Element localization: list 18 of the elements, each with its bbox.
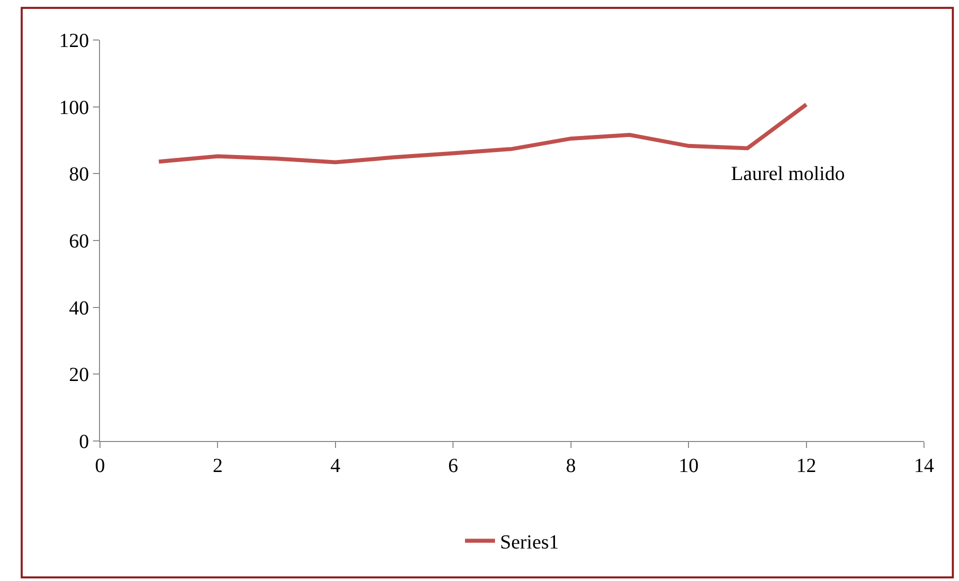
y-tick-label: 120	[59, 30, 89, 52]
x-tick-label: 12	[796, 455, 816, 477]
y-tick-label: 20	[69, 364, 89, 386]
x-tick-label: 6	[448, 455, 458, 477]
y-tick-label: 100	[59, 96, 89, 119]
legend-label: Series1	[500, 532, 559, 554]
line-series	[156, 102, 808, 164]
x-tick-label: 2	[212, 455, 223, 477]
x-tick-label: 8	[566, 455, 576, 477]
y-tick-label: 60	[69, 230, 89, 252]
x-tick-label: 4	[330, 455, 340, 477]
x-tick-label: 14	[914, 455, 934, 477]
y-tick-label: 80	[69, 164, 89, 186]
annotation: Laurel molido	[731, 163, 845, 185]
y-tick-label: 40	[69, 297, 89, 320]
y-tick-label: 0	[79, 431, 89, 453]
x-tick-label: 0	[95, 455, 105, 477]
x-tick-label: 10	[678, 455, 699, 477]
